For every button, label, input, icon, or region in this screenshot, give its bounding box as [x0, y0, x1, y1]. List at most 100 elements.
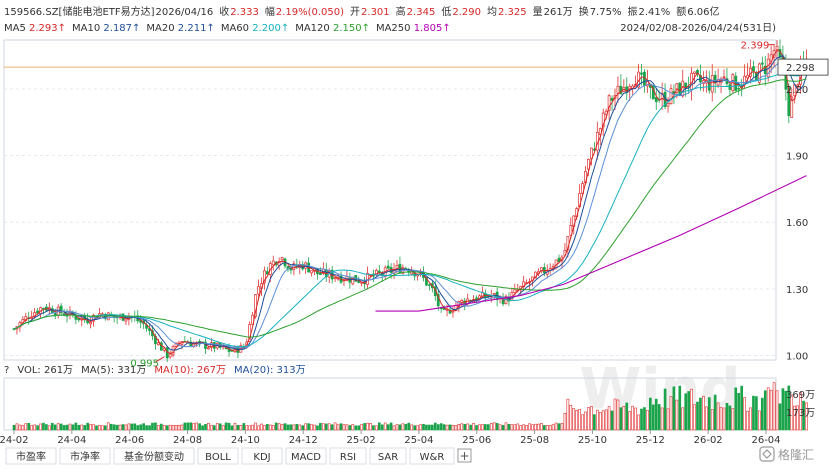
volume-bar [507, 424, 511, 431]
header-field: 高 [396, 5, 406, 18]
volume-bar [377, 422, 381, 431]
tab-sar[interactable]: SAR [369, 447, 407, 465]
header-field: 2026/04/16 [156, 7, 214, 18]
add-tab-button[interactable]: + [457, 448, 472, 463]
candle-body [678, 82, 682, 95]
ma-lines [13, 49, 807, 354]
volume-bar [142, 423, 145, 431]
header-field: 收 [219, 5, 229, 18]
x-tick-label: 24-02 [0, 435, 29, 446]
volume-bar [239, 425, 243, 431]
volume-bar [18, 424, 22, 431]
ma10-line [13, 54, 807, 351]
ma5-line [13, 49, 807, 354]
candle-body [696, 70, 699, 75]
volume-bar [522, 424, 526, 431]
volume-bar [672, 386, 676, 431]
volume-bar [109, 423, 113, 431]
tab-label: SAR [378, 452, 398, 463]
volume-bar [210, 424, 213, 431]
candle-body [271, 260, 275, 266]
x-tick-label: 25-08 [520, 435, 549, 446]
candle-body [601, 112, 605, 128]
tab-市盈率[interactable]: 市盈率 [5, 447, 57, 465]
volume-bar [607, 406, 611, 431]
volume-bar [466, 423, 470, 431]
ma-label: MA10 [72, 23, 103, 34]
header-field: 量 [533, 6, 543, 18]
tab-label: BOLL [205, 452, 231, 463]
tab-kdj[interactable]: KDJ [241, 447, 283, 465]
volume-bar [342, 424, 346, 431]
ma-label: MA20 [146, 23, 177, 34]
volume-bar [33, 424, 36, 431]
volume-bar [431, 424, 434, 431]
volume-bar [162, 424, 166, 431]
volume-bar [696, 401, 699, 431]
volume-bar [743, 397, 746, 431]
tab-bg [5, 447, 57, 465]
tab-boll[interactable]: BOLL [197, 447, 239, 465]
volume-bar [286, 424, 290, 431]
volume-bar [348, 425, 352, 431]
volume-bar [763, 390, 767, 431]
volume-bar [180, 424, 184, 431]
indicator-tabs[interactable]: 市盈率 市净率 基金份额变动 BOLL KDJ MACD RSI SAR W&R + [5, 447, 472, 465]
volume-bar [136, 425, 140, 431]
header-field: 261万 [544, 7, 573, 18]
volume-bar [769, 389, 773, 431]
candle-body [168, 353, 172, 358]
x-tick-label: 25-10 [578, 435, 607, 446]
volume-bar [593, 414, 596, 431]
volume-bar [519, 425, 523, 431]
candle-body [386, 265, 390, 269]
candle-body [643, 71, 646, 86]
volume-bar [678, 385, 682, 431]
tab-基金份额变动[interactable]: 基金份额变动 [113, 447, 195, 465]
volume-bar [130, 423, 134, 431]
volume-bar [274, 422, 278, 431]
volume-bar [59, 423, 63, 431]
volume-bar [784, 390, 788, 431]
volume-bar [601, 410, 605, 431]
volume-bar [584, 411, 587, 431]
x-tick-label: 26-02 [694, 435, 723, 446]
volume-bar [316, 425, 319, 431]
volume-bar [448, 424, 452, 431]
header-field: 159566.SZ[储能电池ETF易方达] [4, 5, 155, 18]
header-field: 7.75% [590, 7, 622, 18]
candle-body [640, 72, 643, 75]
volume-bar [439, 423, 443, 431]
header-field: 振 [627, 5, 637, 18]
volume-bar [537, 423, 540, 431]
volume-bar [189, 422, 193, 431]
candle-body [42, 307, 45, 310]
volume-bar [581, 414, 584, 431]
quote-header: 159566.SZ[储能电池ETF易方达]2026/04/16 收2.333 幅2.… [4, 5, 720, 18]
volume-bar [354, 425, 358, 431]
candle-body [36, 310, 39, 314]
volume-bar [646, 409, 649, 431]
candle-body [616, 85, 620, 94]
volume-bar [799, 392, 802, 431]
tab-rsi[interactable]: RSI [329, 447, 367, 465]
volume-bar [50, 422, 54, 431]
candle-body [319, 272, 322, 275]
header-field: 幅 [265, 5, 275, 18]
candle-body [607, 95, 611, 111]
tab-w&r[interactable]: W&R [409, 447, 455, 465]
volume-bar [127, 423, 131, 431]
ma20-line [13, 61, 807, 349]
volume-bar [454, 425, 458, 431]
volume-bar [460, 423, 464, 431]
volume-tick: 369万 [786, 390, 815, 401]
tab-macd[interactable]: MACD [285, 447, 327, 465]
volume-bar [598, 412, 602, 431]
volume-bar [463, 423, 467, 431]
volume-bar [71, 424, 75, 431]
tab-市净率[interactable]: 市净率 [59, 447, 111, 465]
volume-bar [227, 422, 231, 431]
candle-body [207, 347, 210, 350]
candle-body [377, 270, 381, 273]
volume-bar [760, 397, 764, 431]
